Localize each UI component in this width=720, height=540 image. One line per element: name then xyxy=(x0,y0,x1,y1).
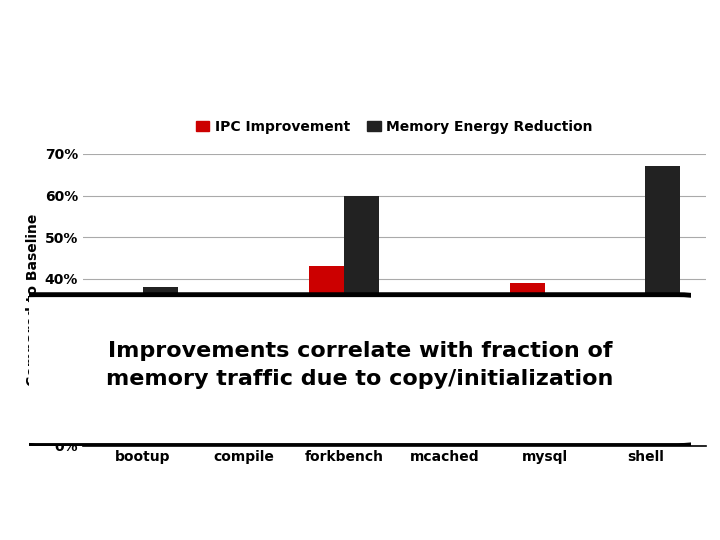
Legend: IPC Improvement, Memory Energy Reduction: IPC Improvement, Memory Energy Reduction xyxy=(190,114,598,139)
Bar xyxy=(510,283,545,446)
Bar xyxy=(545,437,580,446)
Bar xyxy=(208,437,243,446)
Text: 59: 59 xyxy=(677,518,698,532)
Bar xyxy=(344,195,379,446)
Text: Single-Core – Performance and: Single-Core – Performance and xyxy=(22,31,528,59)
FancyBboxPatch shape xyxy=(9,295,704,446)
Bar xyxy=(409,437,444,446)
Y-axis label: Compared to Baseline: Compared to Baseline xyxy=(27,213,40,386)
Text: Improvements correlate with fraction of
memory traffic due to copy/initializatio: Improvements correlate with fraction of … xyxy=(107,341,613,389)
Bar xyxy=(645,166,680,445)
Bar xyxy=(610,437,645,446)
Bar xyxy=(243,437,279,446)
Text: Energy: Energy xyxy=(22,96,136,124)
Bar xyxy=(143,287,179,446)
Bar xyxy=(108,437,143,446)
Bar xyxy=(309,266,344,445)
Bar xyxy=(444,437,480,446)
